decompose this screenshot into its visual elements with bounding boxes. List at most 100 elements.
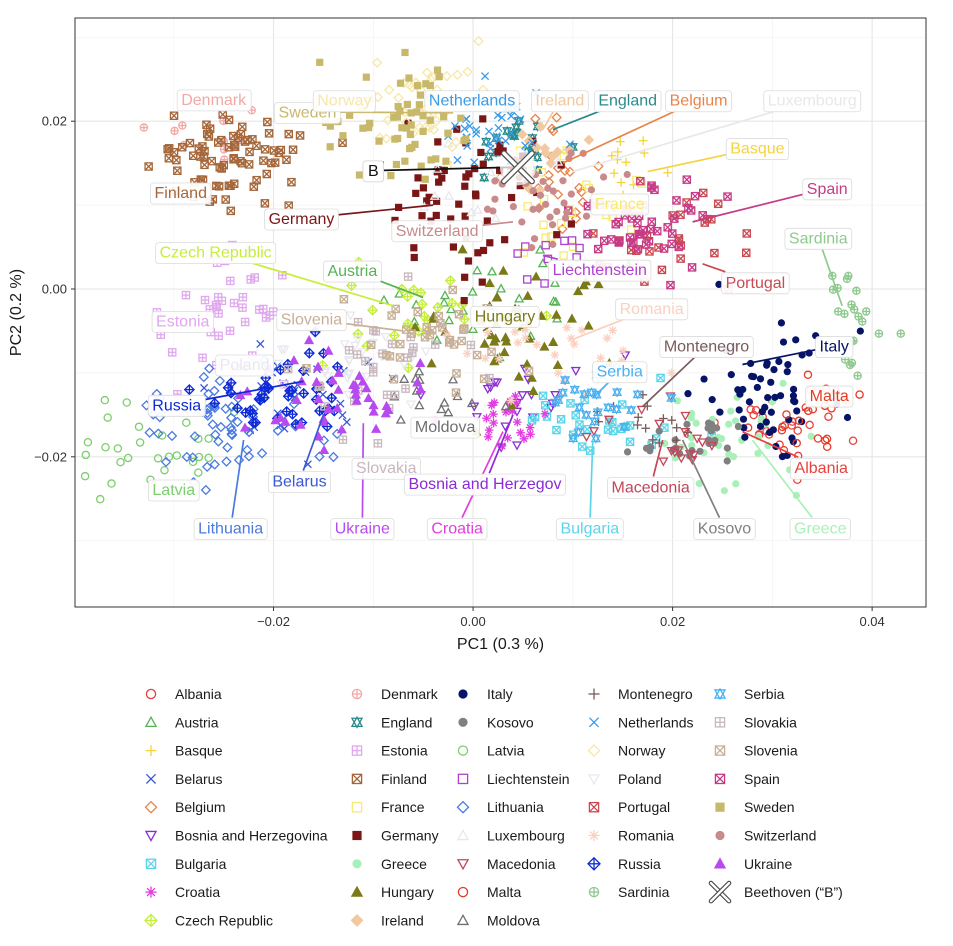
data-point [392,160,401,169]
data-point [237,158,247,168]
data-point [692,419,700,427]
data-point [417,162,425,170]
data-point [496,141,504,149]
plot-panel-border [74,17,927,608]
x-tick-label: 0.02 [660,614,685,629]
data-point [559,251,568,260]
data-point [472,350,482,360]
legend-item-croatia: Croatia [145,884,220,900]
data-point [95,494,105,504]
data-point [448,285,458,295]
data-point [565,140,574,149]
legend-key [144,715,158,727]
data-point [485,373,494,383]
data-point [314,451,325,462]
data-point [466,398,478,408]
data-point [557,223,568,235]
data-point [666,392,677,404]
data-point [549,240,557,248]
data-point [734,422,743,431]
data-point [432,155,440,163]
data-point [113,444,123,453]
data-point [349,341,361,351]
data-point [459,325,468,334]
legend-item-austria: Austria [144,714,219,730]
cluster-label-belgium: Belgium [665,90,732,113]
data-point [198,353,207,363]
data-point [758,408,766,416]
legend-item-france: France [351,799,425,815]
data-point [225,422,236,433]
data-point [189,431,201,442]
data-point [843,413,852,422]
legend-label: Serbia [744,686,785,702]
data-point [83,438,93,447]
data-point [528,138,537,147]
data-point [777,425,787,435]
data-point [489,378,500,388]
legend-item-denmark: Denmark [351,686,439,702]
data-point [368,368,378,377]
legend-label: Switzerland [744,828,816,844]
data-point [516,115,525,124]
data-point [420,347,431,357]
data-point [183,383,195,396]
data-point [519,248,529,257]
legend-key [714,745,726,756]
data-point [194,452,204,462]
data-point [200,295,210,305]
data-point [706,441,717,451]
data-point [443,315,455,325]
data-point [486,266,498,276]
data-point [403,272,413,281]
data-point [202,129,212,139]
cluster-label-box [215,354,274,377]
cluster-label-box [193,518,268,541]
data-point [793,407,801,415]
legend-item-germany: Germany [352,828,439,844]
data-point [659,244,669,253]
data-point [283,364,293,374]
data-point [569,384,580,396]
cluster-label-croatia: Croatia [426,518,488,541]
data-point [494,123,503,133]
leader-line-greece [751,439,813,519]
data-point [794,416,804,426]
data-point [762,418,770,426]
leader-line-england [552,109,602,131]
cluster-label-montenegro: Montenegro [659,336,754,358]
data-point [213,436,224,447]
data-point [221,456,232,467]
data-point [849,305,859,314]
data-point [848,436,858,446]
data-point [638,136,648,145]
data-point [295,131,305,140]
data-point [692,434,703,444]
data-point [567,220,575,228]
data-point [736,390,744,398]
cluster-label-liechtenstein: Liechtenstein [548,259,652,282]
legend-item-bosnia-and-herzegovina: Bosnia and Herzegovina [144,828,328,844]
data-point [789,392,798,400]
data-point [659,414,668,423]
legend-item-montenegro: Montenegro [588,686,693,702]
data-point [365,124,373,132]
cluster-label-text: Basque [730,141,784,158]
data-point [429,190,440,200]
data-point [556,218,566,228]
legend-key [145,773,157,784]
data-point [416,298,428,310]
legend-item-slovenia: Slovenia [714,743,798,759]
legend-key [145,858,157,870]
data-point [452,69,463,81]
cluster-label-box [410,416,480,439]
cluster-label-text: Lithuania [198,521,263,538]
data-point [735,406,743,414]
legend-label: Romania [618,828,674,844]
data-point [421,67,433,78]
cluster-label-text: Denmark [181,92,247,109]
data-point [242,444,253,456]
data-point [716,408,724,416]
data-point [444,129,452,137]
data-point [524,366,534,376]
